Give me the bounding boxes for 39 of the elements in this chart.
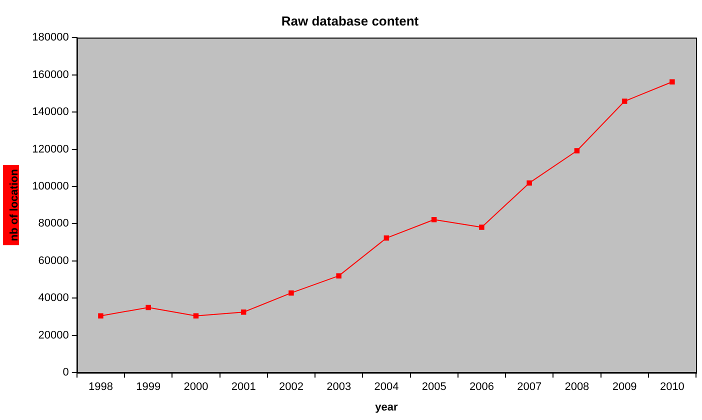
x-tick-label: 2004: [374, 381, 399, 394]
x-tick-label: 2000: [184, 381, 208, 394]
point: [479, 224, 484, 230]
x-tick-label: 2003: [326, 381, 352, 394]
y-tick-label: 80000: [38, 218, 69, 230]
y-tick-label: 180000: [32, 32, 69, 44]
x-tick-label: 2010: [660, 381, 684, 394]
x-axis-title: year: [375, 401, 398, 414]
y-tick-label: 20000: [38, 329, 69, 342]
point: [574, 148, 580, 154]
x-tick-label: 2008: [564, 381, 590, 394]
x-tick-label: 2009: [612, 381, 637, 394]
point: [288, 290, 294, 296]
y-tick-label: 140000: [32, 106, 69, 118]
y-tick-label: 60000: [38, 254, 69, 267]
x-tick-label: 2005: [422, 381, 446, 394]
point: [240, 309, 246, 315]
point: [98, 313, 104, 318]
y-axis-title: nb of location: [8, 168, 21, 242]
point: [336, 273, 342, 278]
point: [526, 180, 532, 186]
y-tick-label: 160000: [32, 68, 69, 81]
x-tick-label: 1999: [136, 381, 161, 394]
point: [622, 98, 628, 104]
point: [384, 235, 390, 241]
point: [670, 79, 675, 85]
chart-title: Raw database content: [281, 13, 420, 28]
x-tick-label: 2001: [231, 381, 256, 394]
point: [146, 304, 151, 310]
y-tick-label: 0: [62, 366, 69, 379]
x-tick-label: 2007: [517, 381, 542, 394]
x-tick-label: 1998: [88, 381, 113, 394]
y-tick-label: 40000: [38, 292, 69, 304]
point: [431, 216, 437, 222]
y-tick-label: 120000: [32, 143, 69, 156]
x-tick-label: 2002: [278, 381, 304, 394]
y-tick-label: 100000: [32, 180, 69, 193]
x-tick-label: 2006: [469, 381, 494, 394]
point: [193, 313, 199, 318]
